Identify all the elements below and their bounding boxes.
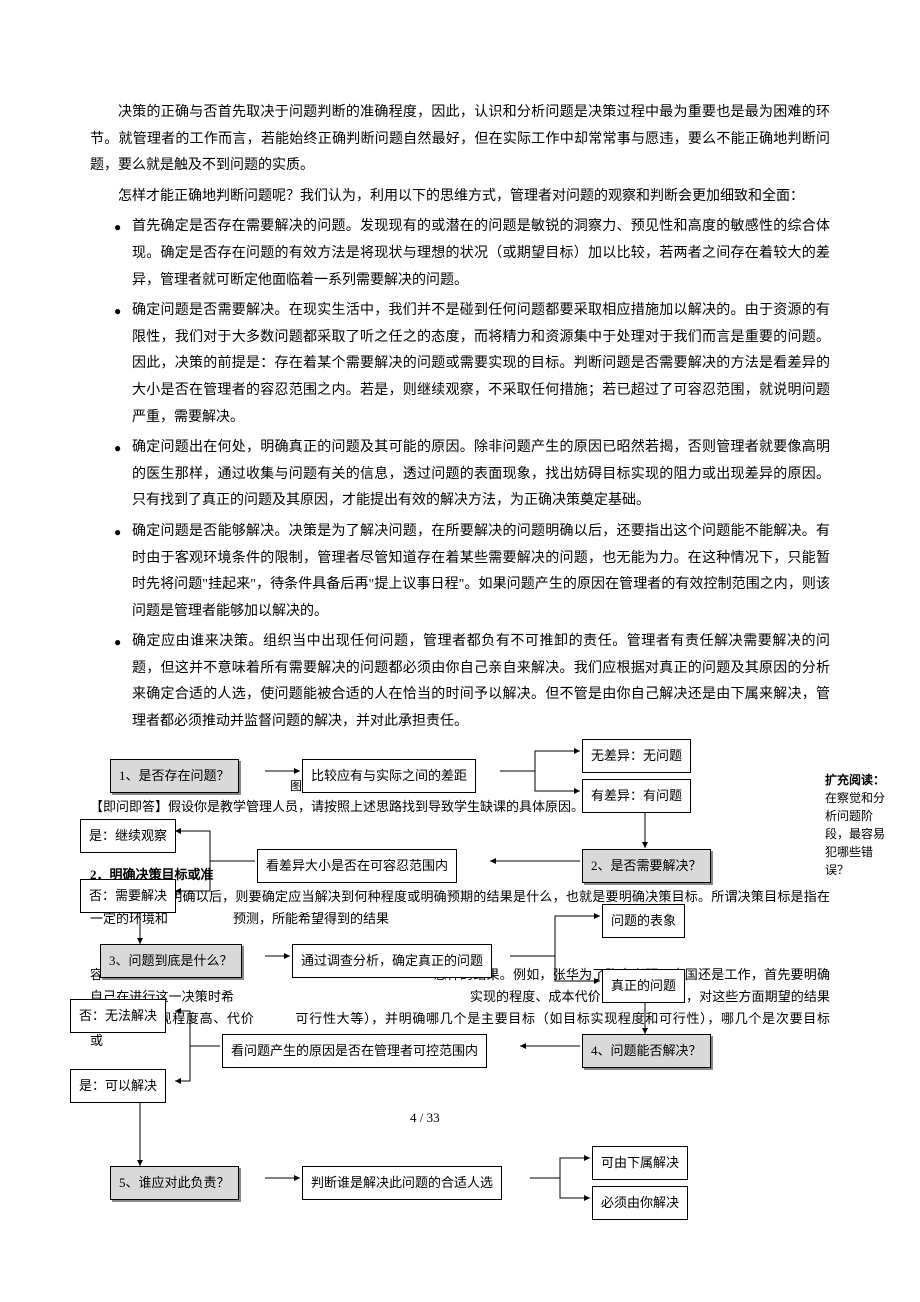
flowchart-q1-out2: 有差异：有问题 [582, 779, 691, 814]
bullet-item: 确定问题出在何处，明确真正的问题及其可能的原因。除非问题产生的原因已昭然若揭，否… [132, 435, 830, 515]
flowchart-q2-no: 否：需要解决 [80, 879, 176, 914]
flowchart-q4-no: 否：无法解决 [70, 999, 166, 1034]
flowchart-q3-out2: 真正的问题 [602, 969, 685, 1004]
sidebar-note: 扩充阅读： 在察觉和分析问题阶段，最容易犯哪些错误？ [825, 771, 895, 879]
flowchart-q5-out2: 必须由你解决 [592, 1186, 688, 1221]
flowchart-q4-yes: 是：可以解决 [70, 1069, 166, 1104]
flowchart-q5: 5、谁应对此负责？ [110, 1166, 239, 1201]
bullet-list: 首先确定是否存在需要解决的问题。发现现有的或潜在的问题是敏锐的洞察力、预见性和高… [90, 214, 830, 735]
flowchart-diagram: 【即问即答】假设你是教学管理人员，请按照上述思路找到导致学生缺课的具体原因。 图… [90, 746, 830, 1216]
bullet-item: 确定问题是否需要解决。在现实生活中，我们并不是碰到任何问题都要采取相应措施加以解… [132, 298, 830, 431]
flowchart-q1: 1、是否存在问题？ [110, 759, 239, 794]
intro-paragraph-1: 决策的正确与否首先取决于问题判断的准确程度，因此，认识和分析问题是决策过程中最为… [90, 100, 830, 180]
flowchart-q1-mid: 比较应有与实际之间的差距 [302, 759, 476, 794]
flowchart-q4-mid: 看问题产生的原因是否在管理者可控范围内 [222, 1034, 487, 1069]
sidebar-body: 在察觉和分析问题阶段，最容易犯哪些错误？ [825, 791, 885, 877]
bullet-item: 首先确定是否存在需要解决的问题。发现现有的或潜在的问题是敏锐的洞察力、预见性和高… [132, 214, 830, 294]
bg-text-2: 质及其责任人明确以后，则要确定应当解决到何种程度或明确预期的结果是什么，也就是要… [90, 886, 830, 930]
flowchart-q1-out1: 无差异：无问题 [582, 739, 691, 774]
flowchart-q2-yes: 是：继续观察 [80, 819, 176, 854]
flowchart-q3-mid: 通过调查分析，确定真正的问题 [292, 944, 492, 979]
flowchart-q3-out1: 问题的表象 [602, 904, 685, 939]
bg-text: 【即问即答】假设你是教学管理人员，请按照上述思路找到导致学生缺课的具体原因。 [90, 796, 830, 818]
flowchart-q5-out1: 可由下属解决 [592, 1146, 688, 1181]
sidebar-title: 扩充阅读： [825, 773, 885, 787]
page-number: 4 / 33 [410, 1106, 440, 1131]
bullet-item: 确定问题是否能够解决。决策是为了解决问题，在所要解决的问题明确以后，还要指出这个… [132, 519, 830, 625]
flowchart-q5-mid: 判断谁是解决此问题的合适人选 [302, 1166, 502, 1201]
flowchart-q2: 2、是否需要解决？ [582, 849, 711, 884]
flowchart-q3: 3、问题到底是什么？ [100, 944, 242, 979]
intro-paragraph-2: 怎样才能正确地判断问题呢？我们认为，利用以下的思维方式，管理者对问题的观察和判断… [90, 184, 830, 211]
bullet-item: 确定应由谁来决策。组织当中出现任何问题，管理者都负有不可推卸的责任。管理者有责任… [132, 629, 830, 735]
bg-heading: 2．明确决策目标或准 [90, 864, 830, 886]
flowchart-q2-mid: 看差异大小是否在可容忍范围内 [257, 849, 457, 884]
flowchart-q4: 4、问题能否解决？ [582, 1034, 711, 1069]
